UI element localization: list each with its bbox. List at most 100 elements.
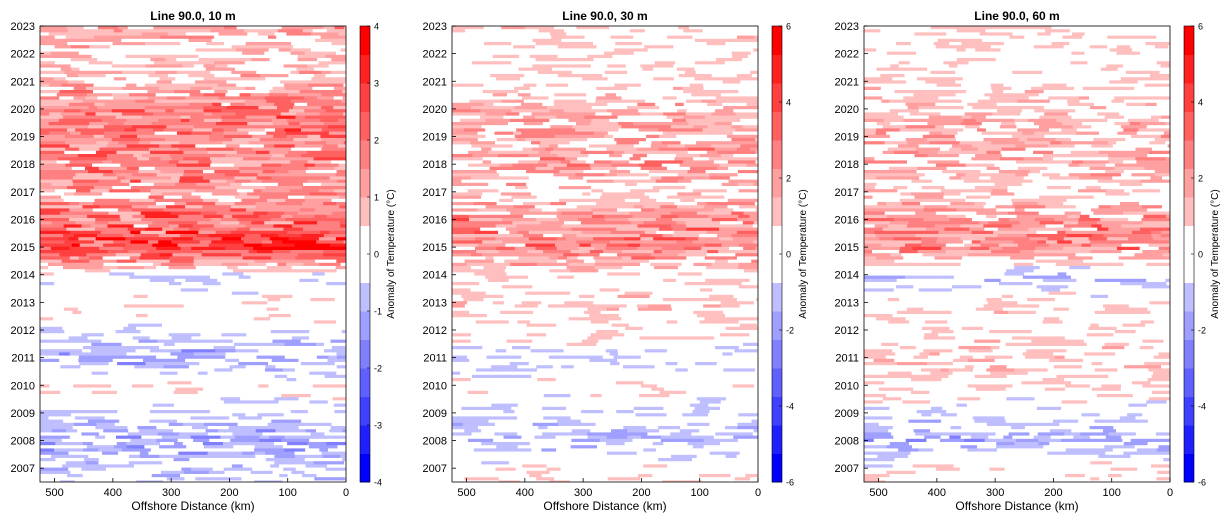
heatmap-cell bbox=[259, 198, 268, 203]
heatmap-cell bbox=[696, 32, 730, 36]
heatmap-cell bbox=[54, 45, 72, 49]
heatmap-cell bbox=[557, 45, 583, 49]
heatmap-cell bbox=[287, 442, 309, 446]
heatmap-cell bbox=[269, 90, 301, 94]
heatmap-cell bbox=[215, 349, 236, 353]
heatmap-cell bbox=[738, 182, 755, 187]
heatmap-cell bbox=[270, 253, 299, 257]
heatmap-cell bbox=[627, 429, 645, 433]
heatmap-cell bbox=[561, 387, 574, 392]
heatmap-cell bbox=[514, 150, 540, 155]
heatmap-cell bbox=[738, 90, 758, 94]
heatmap-cell bbox=[511, 48, 540, 52]
heatmap-cell bbox=[216, 211, 246, 216]
heatmap-cell bbox=[864, 32, 893, 36]
heatmap-cell bbox=[640, 355, 668, 360]
heatmap-cell bbox=[452, 26, 463, 30]
heatmap-cell bbox=[654, 365, 668, 369]
heatmap-cell bbox=[292, 291, 310, 296]
heatmap-cell bbox=[590, 243, 608, 248]
heatmap-cell bbox=[1162, 106, 1170, 110]
heatmap-cell bbox=[619, 448, 644, 452]
heatmap-cell bbox=[1161, 115, 1170, 120]
heatmap-cell bbox=[236, 48, 270, 52]
heatmap-cell bbox=[753, 182, 758, 187]
heatmap-cell bbox=[616, 410, 635, 414]
heatmap-cell bbox=[550, 461, 567, 465]
heatmap-cell bbox=[616, 166, 642, 171]
heatmap-cell bbox=[1071, 51, 1085, 56]
heatmap-cell bbox=[452, 365, 473, 369]
heatmap-cell bbox=[452, 288, 472, 292]
heatmap-cell bbox=[254, 448, 265, 452]
heatmap-cell bbox=[79, 362, 110, 366]
heatmap-cell bbox=[685, 250, 708, 254]
heatmap-cell bbox=[676, 278, 687, 283]
heatmap-cell bbox=[939, 86, 954, 91]
heatmap-cell bbox=[214, 74, 241, 78]
heatmap-cell bbox=[64, 106, 90, 110]
heatmap-cell bbox=[340, 454, 346, 459]
heatmap-cell bbox=[40, 432, 62, 436]
heatmap-cell bbox=[71, 378, 91, 382]
heatmap-cell bbox=[692, 35, 710, 40]
heatmap-cell bbox=[577, 218, 606, 222]
heatmap-cell bbox=[264, 166, 291, 171]
heatmap-cell bbox=[1082, 54, 1101, 59]
heatmap-cell bbox=[452, 371, 461, 376]
heatmap-cell bbox=[195, 403, 206, 408]
heatmap-cell bbox=[598, 269, 622, 273]
heatmap-cell bbox=[1092, 29, 1117, 33]
heatmap-cell bbox=[677, 342, 691, 347]
heatmap-cell bbox=[295, 115, 306, 120]
heatmap-cell bbox=[1159, 70, 1170, 75]
heatmap-cell bbox=[719, 333, 751, 337]
heatmap-cell bbox=[580, 221, 607, 225]
heatmap-cell bbox=[94, 240, 114, 244]
heatmap-cell bbox=[181, 282, 204, 286]
heatmap-cell bbox=[501, 26, 526, 30]
heatmap-cell bbox=[683, 90, 713, 94]
heatmap-cell bbox=[562, 234, 577, 238]
y-tick-label: 2015 bbox=[423, 242, 447, 254]
heatmap-cell bbox=[738, 189, 758, 193]
heatmap-cell bbox=[499, 470, 528, 475]
heatmap-cell bbox=[580, 150, 615, 155]
heatmap-cell bbox=[528, 154, 559, 158]
heatmap-cell bbox=[54, 410, 88, 414]
heatmap-cell bbox=[725, 454, 738, 459]
heatmap-cell bbox=[212, 416, 230, 420]
heatmap-cell bbox=[49, 131, 71, 136]
heatmap-cell bbox=[1049, 99, 1068, 104]
heatmap-cell bbox=[666, 349, 691, 353]
heatmap-cell bbox=[104, 416, 128, 420]
heatmap-cell bbox=[292, 214, 315, 219]
heatmap-cell bbox=[483, 304, 516, 308]
heatmap-cell bbox=[1041, 51, 1073, 56]
heatmap-cell bbox=[82, 99, 106, 104]
heatmap-cell bbox=[666, 365, 697, 369]
heatmap-cell bbox=[707, 365, 733, 369]
heatmap-cell bbox=[96, 422, 116, 427]
heatmap-cell bbox=[1022, 109, 1035, 113]
heatmap-cell bbox=[529, 86, 547, 91]
heatmap-cell bbox=[594, 294, 619, 299]
heatmap-cell bbox=[575, 122, 591, 126]
heatmap-cell bbox=[228, 426, 245, 430]
heatmap-cell bbox=[342, 458, 346, 462]
heatmap-cell bbox=[40, 314, 50, 318]
colorbar-step bbox=[772, 339, 782, 369]
heatmap-cell bbox=[295, 330, 310, 334]
heatmap-cell bbox=[1041, 86, 1075, 91]
heatmap-cell bbox=[194, 320, 217, 324]
heatmap-cell bbox=[462, 419, 490, 424]
heatmap-cell bbox=[59, 362, 80, 366]
heatmap-cell bbox=[271, 256, 296, 260]
heatmap-cell bbox=[277, 346, 299, 350]
heatmap-cell bbox=[118, 438, 131, 443]
heatmap-cell bbox=[1062, 122, 1083, 126]
heatmap-cell bbox=[301, 419, 311, 424]
heatmap-cell bbox=[183, 470, 210, 475]
heatmap-cell bbox=[526, 205, 536, 209]
heatmap-cell bbox=[470, 339, 497, 344]
